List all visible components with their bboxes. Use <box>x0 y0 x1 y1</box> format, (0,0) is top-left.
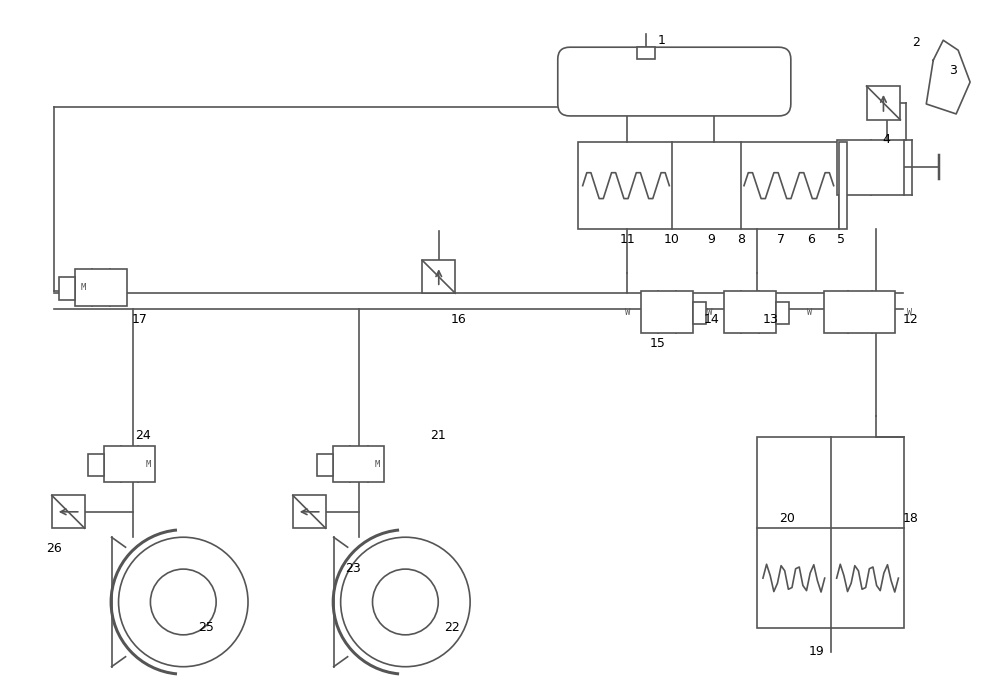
Text: 10: 10 <box>663 233 679 246</box>
Text: M: M <box>375 460 380 468</box>
Text: 3: 3 <box>949 64 957 77</box>
Text: 8: 8 <box>737 233 745 246</box>
Text: 6: 6 <box>807 233 815 246</box>
Text: W: W <box>907 307 912 316</box>
Text: 5: 5 <box>837 233 845 246</box>
Bar <box>693 302 706 324</box>
Bar <box>317 453 333 477</box>
Text: M: M <box>145 460 151 468</box>
Bar <box>104 446 155 482</box>
Bar <box>757 437 904 628</box>
Text: 15: 15 <box>649 337 665 350</box>
Text: 12: 12 <box>902 312 918 325</box>
Text: 25: 25 <box>198 621 214 634</box>
Text: 2: 2 <box>912 36 920 49</box>
Text: 22: 22 <box>444 621 460 634</box>
Text: 24: 24 <box>136 429 151 442</box>
Bar <box>578 142 839 229</box>
Text: W: W <box>707 307 713 316</box>
Text: 1: 1 <box>657 34 665 47</box>
Text: 16: 16 <box>450 312 466 325</box>
Bar <box>333 446 384 482</box>
Text: 13: 13 <box>763 312 779 325</box>
Text: W: W <box>807 307 812 316</box>
Text: M: M <box>81 283 86 292</box>
Bar <box>293 495 326 528</box>
Bar <box>824 291 895 333</box>
Bar <box>75 269 127 306</box>
Bar <box>837 140 904 195</box>
Text: 17: 17 <box>132 312 147 325</box>
Bar <box>839 142 847 229</box>
Text: 26: 26 <box>46 542 62 555</box>
Bar <box>776 302 789 324</box>
Bar <box>637 47 655 59</box>
Bar <box>422 261 455 293</box>
Bar <box>724 291 776 333</box>
Text: 23: 23 <box>345 562 360 575</box>
Bar <box>52 495 85 528</box>
Bar <box>641 291 693 333</box>
Bar <box>867 86 900 120</box>
Text: 20: 20 <box>779 512 795 524</box>
Text: 7: 7 <box>777 233 785 246</box>
Bar <box>88 453 104 477</box>
Text: 4: 4 <box>883 133 890 146</box>
Text: 14: 14 <box>703 312 719 325</box>
Text: 19: 19 <box>809 645 825 659</box>
Text: 11: 11 <box>620 233 635 246</box>
FancyBboxPatch shape <box>558 47 791 116</box>
Text: 9: 9 <box>707 233 715 246</box>
Text: W: W <box>625 307 630 316</box>
Bar <box>59 277 75 300</box>
Text: 18: 18 <box>902 512 918 524</box>
Text: 21: 21 <box>430 429 446 442</box>
